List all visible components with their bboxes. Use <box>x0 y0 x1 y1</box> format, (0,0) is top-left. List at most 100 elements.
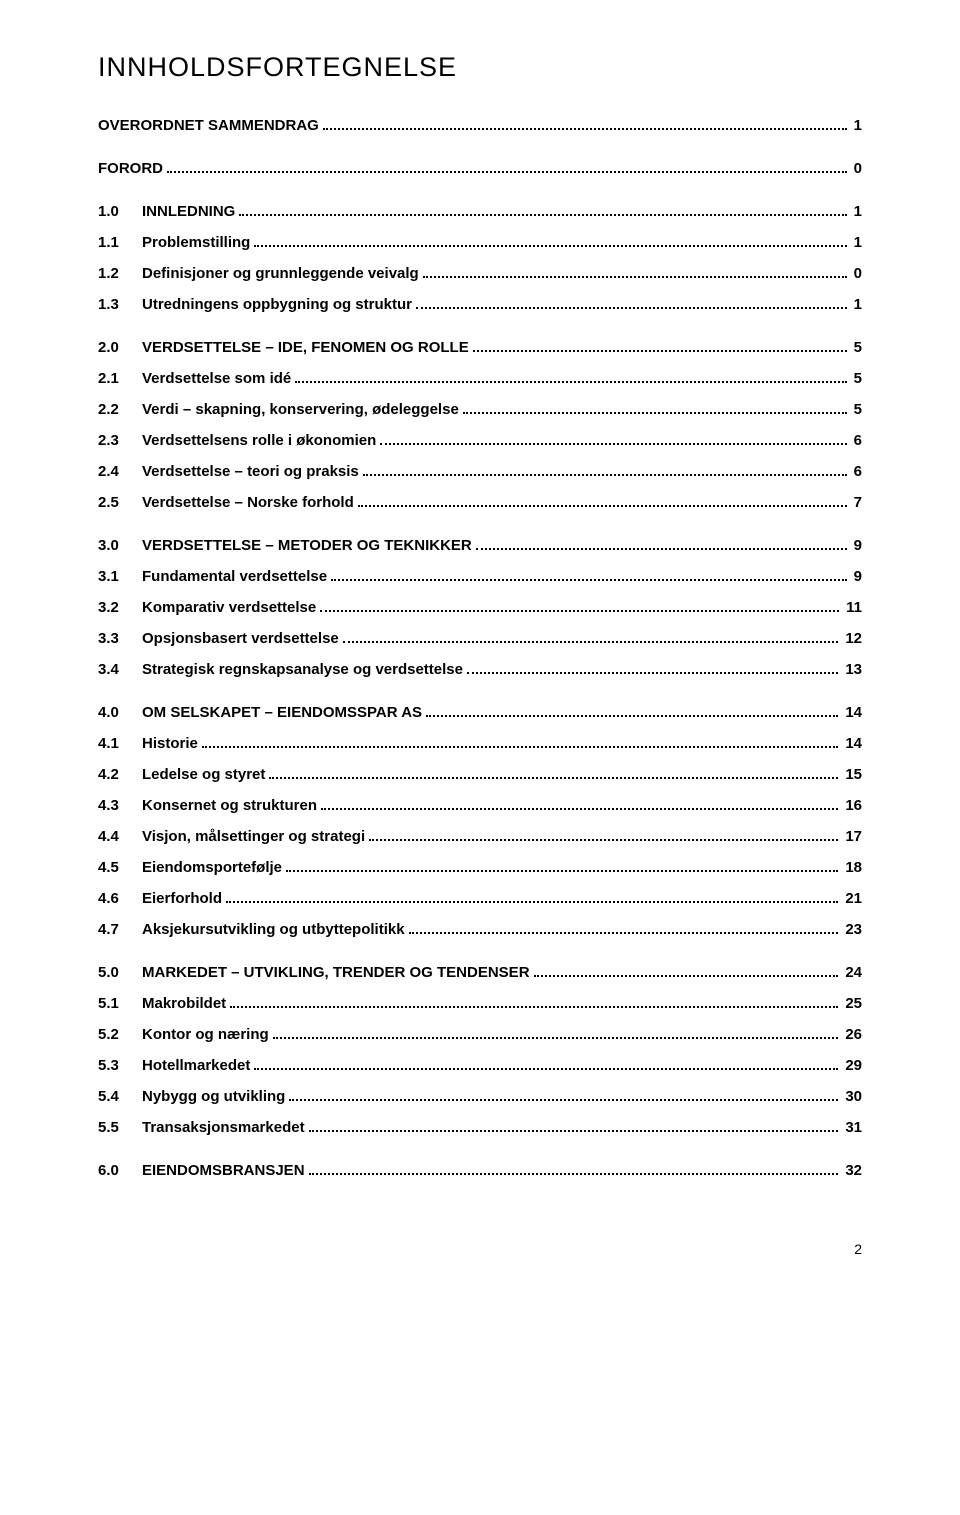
leader-dots <box>423 276 847 278</box>
leader-dots <box>167 171 847 173</box>
toc-title: INNHOLDSFORTEGNELSE <box>98 52 862 83</box>
entry-label: Problemstilling <box>142 232 250 253</box>
page-number: 2 <box>98 1241 862 1257</box>
entry-number: 5.1 <box>98 993 142 1014</box>
entry-page: 6 <box>851 430 862 451</box>
toc-subsection: 3.3Opsjonsbasert verdsettelse 12 <box>98 628 862 649</box>
entry-page: 11 <box>843 597 862 618</box>
entry-label: Kontor og næring <box>142 1024 269 1045</box>
entry-label: Eiendomsportefølje <box>142 857 282 878</box>
leader-dots <box>320 610 839 612</box>
entry-label: Historie <box>142 733 198 754</box>
entry-number: 2.0 <box>98 337 142 358</box>
entry-page: 1 <box>851 294 862 315</box>
entry-page: 26 <box>842 1024 862 1045</box>
leader-dots <box>380 443 846 445</box>
toc-section: 3.0VERDSETTELSE – METODER OG TEKNIKKER9 <box>98 535 862 556</box>
leader-dots <box>331 579 847 581</box>
toc-subsection: 4.7Aksjekursutvikling og utbyttepolitikk… <box>98 919 862 940</box>
entry-page: 16 <box>842 795 862 816</box>
entry-label: Nybygg og utvikling <box>142 1086 285 1107</box>
entry-label: Definisjoner og grunnleggende veivalg <box>142 263 419 284</box>
entry-page: 7 <box>851 492 862 513</box>
entry-page: 17 <box>842 826 862 847</box>
entry-page: 1 <box>851 115 862 136</box>
leader-dots <box>473 350 847 352</box>
entry-page: 0 <box>851 263 862 284</box>
entry-page: 31 <box>842 1117 862 1138</box>
leader-dots <box>254 245 846 247</box>
entry-label: Eierforhold <box>142 888 222 909</box>
entry-number: 4.4 <box>98 826 142 847</box>
entry-label: MARKEDET – UTVIKLING, TRENDER OG TENDENS… <box>142 962 530 983</box>
entry-number: 3.4 <box>98 659 142 680</box>
leader-dots <box>416 307 847 309</box>
leader-dots <box>358 505 847 507</box>
entry-page: 21 <box>842 888 862 909</box>
entry-label: Ledelse og styret <box>142 764 265 785</box>
leader-dots <box>476 548 847 550</box>
entry-number: 3.1 <box>98 566 142 587</box>
toc-section: 5.0MARKEDET – UTVIKLING, TRENDER OG TEND… <box>98 962 862 983</box>
entry-page: 9 <box>851 566 862 587</box>
entry-label: OVERORDNET SAMMENDRAG <box>98 115 319 136</box>
entry-page: 9 <box>851 535 862 556</box>
toc-subsection: 2.4Verdsettelse – teori og praksis6 <box>98 461 862 482</box>
entry-label: Komparativ verdsettelse <box>142 597 316 618</box>
entry-page: 5 <box>851 337 862 358</box>
entry-number: 2.4 <box>98 461 142 482</box>
leader-dots <box>230 1006 838 1008</box>
entry-number: 1.3 <box>98 294 142 315</box>
entry-number: 5.5 <box>98 1117 142 1138</box>
entry-number: 4.1 <box>98 733 142 754</box>
leader-dots <box>463 412 847 414</box>
entry-label: Verdi – skapning, konservering, ødelegge… <box>142 399 459 420</box>
entry-number: 4.2 <box>98 764 142 785</box>
leader-dots <box>273 1037 839 1039</box>
toc-subsection: 4.1Historie14 <box>98 733 862 754</box>
toc-subsection: 4.3Konsernet og strukturen16 <box>98 795 862 816</box>
entry-label: FORORD <box>98 158 163 179</box>
entry-label: Makrobildet <box>142 993 226 1014</box>
entry-page: 12 <box>842 628 862 649</box>
entry-label: Hotellmarkedet <box>142 1055 250 1076</box>
toc-subsection: 5.2Kontor og næring 26 <box>98 1024 862 1045</box>
entry-number: 3.3 <box>98 628 142 649</box>
entry-number: 5.2 <box>98 1024 142 1045</box>
entry-number: 4.7 <box>98 919 142 940</box>
entry-number: 5.3 <box>98 1055 142 1076</box>
entry-page: 5 <box>851 368 862 389</box>
entry-label: Verdsettelse – Norske forhold <box>142 492 354 513</box>
leader-dots <box>369 839 838 841</box>
entry-number: 3.2 <box>98 597 142 618</box>
leader-dots <box>309 1173 839 1175</box>
entry-label: Opsjonsbasert verdsettelse <box>142 628 339 649</box>
entry-number: 2.1 <box>98 368 142 389</box>
leader-dots <box>321 808 838 810</box>
toc-subsection: 5.5Transaksjonsmarkedet31 <box>98 1117 862 1138</box>
toc-subsection: 5.1Makrobildet 25 <box>98 993 862 1014</box>
entry-page: 5 <box>851 399 862 420</box>
entry-number: 3.0 <box>98 535 142 556</box>
entry-page: 15 <box>842 764 862 785</box>
toc-section: 4.0OM SELSKAPET – EIENDOMSSPAR AS14 <box>98 702 862 723</box>
toc-subsection: 1.1Problemstilling1 <box>98 232 862 253</box>
toc-subsection: 3.1Fundamental verdsettelse9 <box>98 566 862 587</box>
toc-subsection: 2.5Verdsettelse – Norske forhold 7 <box>98 492 862 513</box>
entry-number: 2.5 <box>98 492 142 513</box>
toc-section: FORORD 0 <box>98 158 862 179</box>
entry-page: 24 <box>842 962 862 983</box>
entry-page: 29 <box>842 1055 862 1076</box>
entry-page: 25 <box>842 993 862 1014</box>
leader-dots <box>534 975 839 977</box>
leader-dots <box>286 870 838 872</box>
entry-page: 23 <box>842 919 862 940</box>
toc-subsection: 4.2Ledelse og styret 15 <box>98 764 862 785</box>
entry-number: 1.0 <box>98 201 142 222</box>
leader-dots <box>343 641 839 643</box>
entry-page: 0 <box>851 158 862 179</box>
entry-label: Visjon, målsettinger og strategi <box>142 826 365 847</box>
entry-label: Aksjekursutvikling og utbyttepolitikk <box>142 919 405 940</box>
entry-page: 14 <box>842 702 862 723</box>
entry-page: 1 <box>851 201 862 222</box>
